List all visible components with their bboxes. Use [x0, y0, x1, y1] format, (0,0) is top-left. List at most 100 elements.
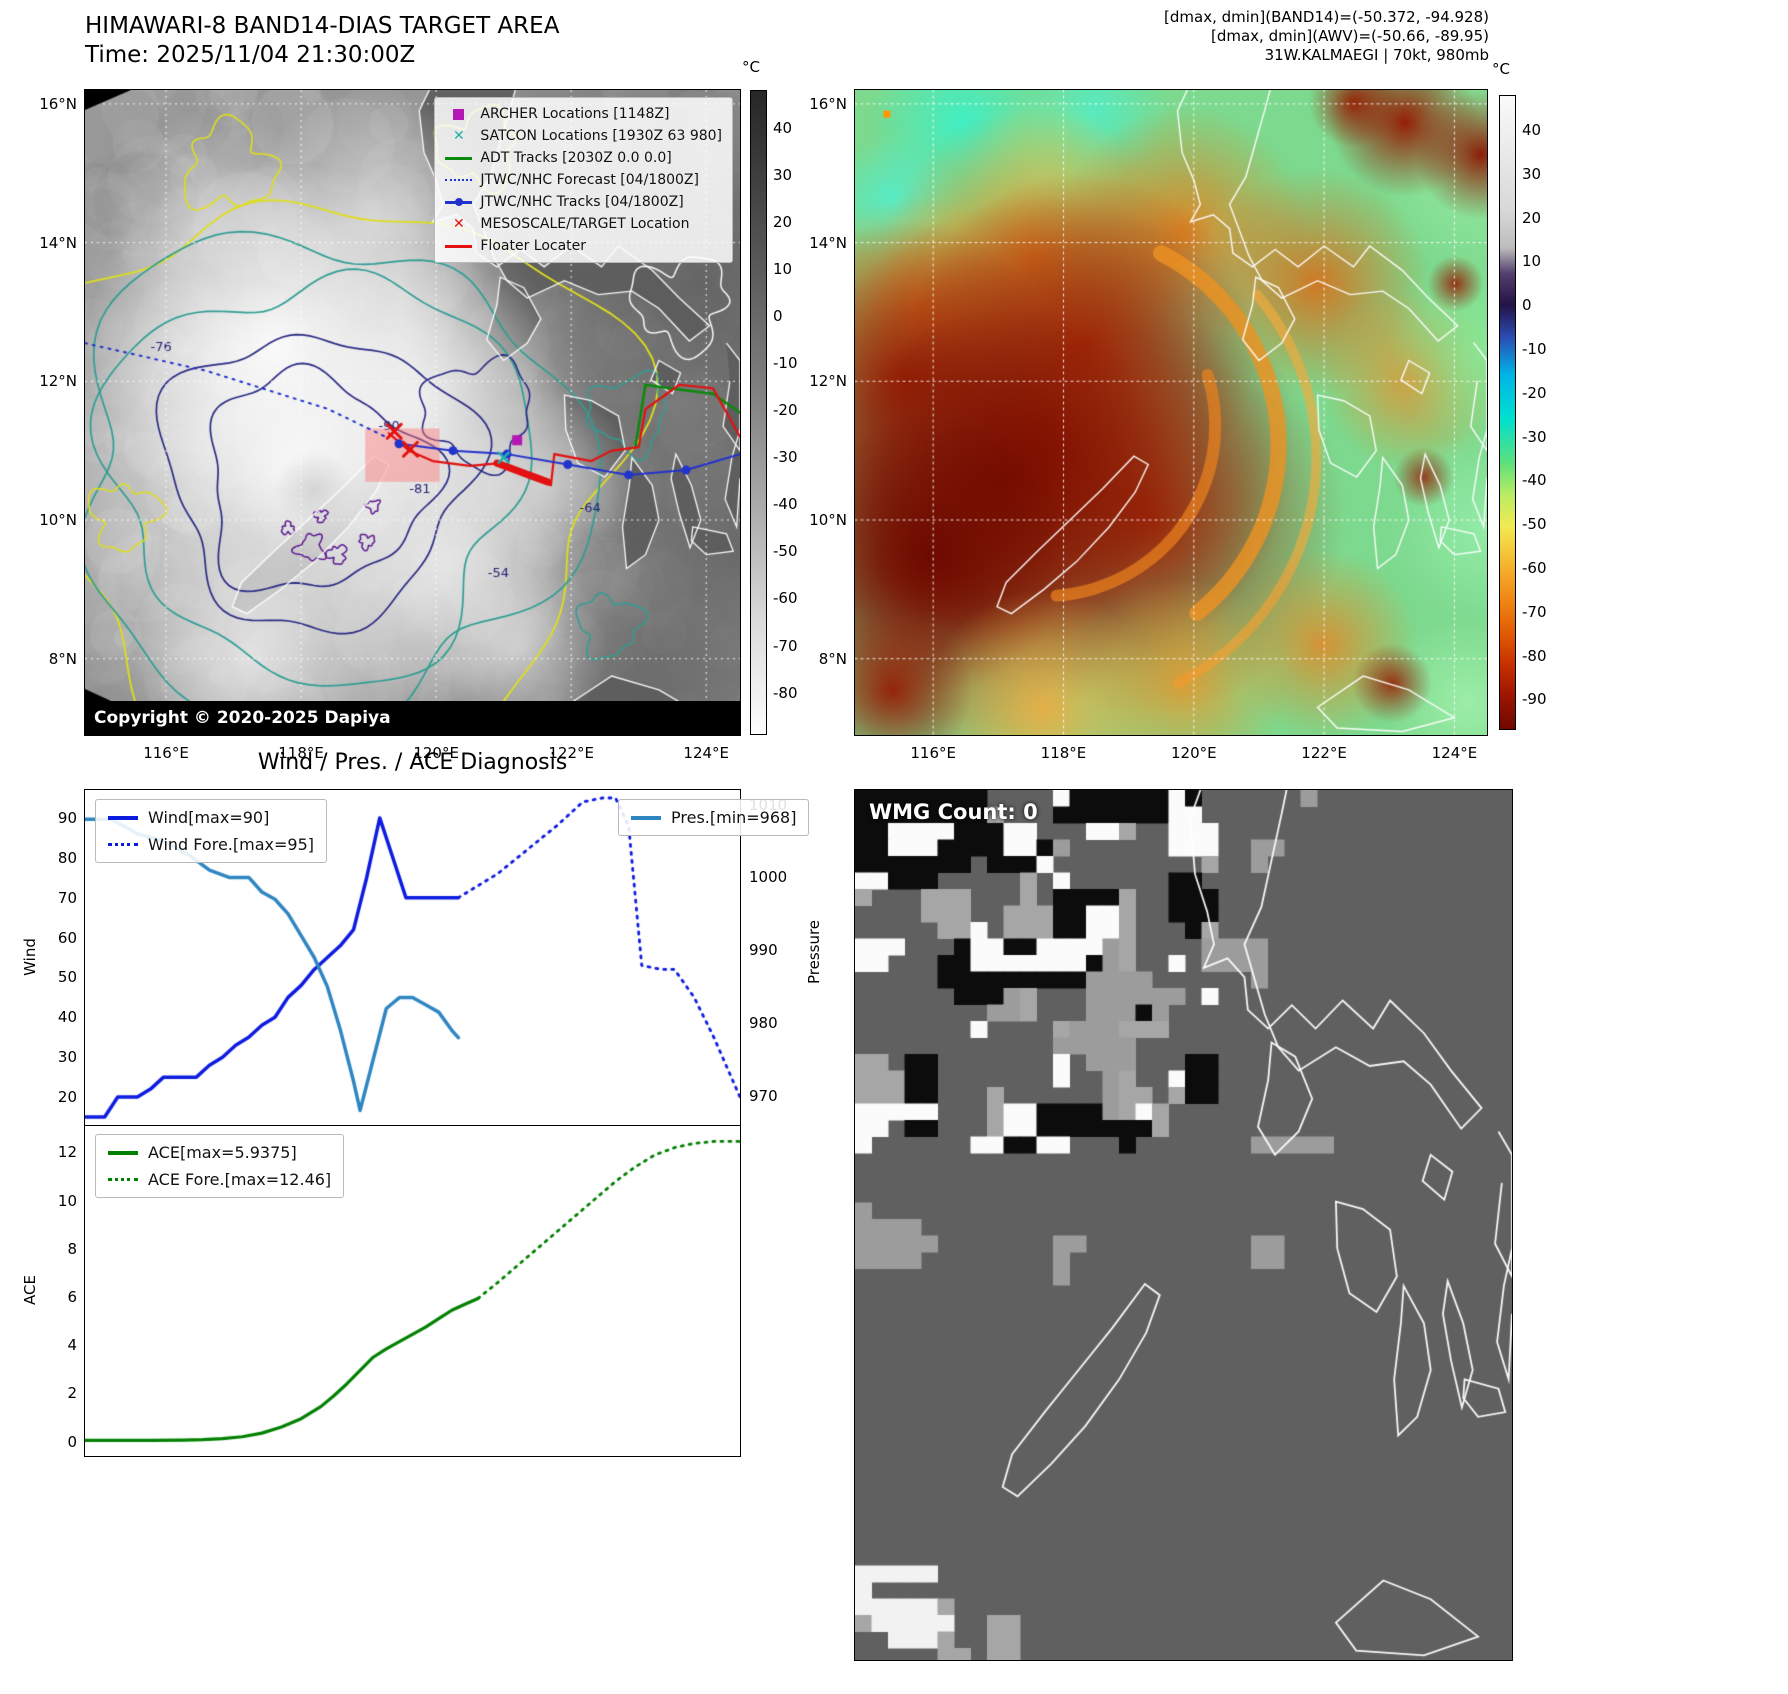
- lat-tick-label: 14°N: [39, 233, 77, 252]
- line-marker-icon: [445, 197, 473, 206]
- circle-marker-icon: [455, 197, 464, 206]
- colorbar-tick-label: 40: [1522, 121, 1542, 140]
- ace-forecast-line-sample: [108, 1178, 138, 1181]
- copyright-text: Copyright © 2020-2025 Dapiya: [94, 708, 391, 728]
- band14-title: HIMAWARI-8 BAND14-DIAS TARGET AREA: [85, 13, 560, 39]
- band14-colorbar-unit: °C: [742, 58, 760, 76]
- lat-tick-label: 8°N: [818, 649, 847, 668]
- ace-tick-label: 6: [67, 1288, 77, 1307]
- pressure-axis-label: Pressure: [805, 919, 823, 985]
- legend-label: ADT Tracks [2030Z 0.0 0.0]: [480, 150, 672, 166]
- pressure-tick-label: 980: [749, 1014, 778, 1033]
- square-icon: [453, 108, 465, 120]
- lon-tick-label: 116°E: [910, 744, 956, 762]
- wind-tick-label: 20: [57, 1088, 77, 1107]
- legend-item: Wind Fore.[max=95]: [108, 835, 314, 854]
- wmg-map: WMG Count: 0: [854, 789, 1513, 1661]
- wind-forecast-line-sample: [108, 843, 138, 846]
- legend-item: Floater Locater: [445, 238, 722, 254]
- colorbar-tick-label: 30: [773, 165, 793, 184]
- wind-tick-label: 80: [57, 848, 77, 867]
- lat-tick-label: 8°N: [48, 649, 77, 668]
- ace-legend: ACE[max=5.9375] ACE Fore.[max=12.46]: [95, 1134, 345, 1198]
- wmg-count-label: WMG Count: 0: [869, 800, 1038, 824]
- lon-tick-label: 120°E: [413, 744, 459, 762]
- x-icon: ✕: [453, 128, 465, 144]
- legend-item: ADT Tracks [2030Z 0.0 0.0]: [445, 150, 722, 166]
- colorbar-tick-label: 10: [1522, 252, 1542, 271]
- colorbar-tick-label: 30: [1522, 164, 1542, 183]
- colorbar-tick-label: -20: [773, 401, 798, 420]
- band14-title-block: HIMAWARI-8 BAND14-DIAS TARGET AREA Time:…: [85, 12, 559, 70]
- legend-label: JTWC/NHC Forecast [04/1800Z]: [480, 172, 699, 188]
- legend-item: JTWC/NHC Tracks [04/1800Z]: [445, 194, 722, 210]
- wind-tick-label: 40: [57, 1008, 77, 1027]
- legend-item: JTWC/NHC Forecast [04/1800Z]: [445, 172, 722, 188]
- awv-header: [dmax, dmin](BAND14)=(-50.372, -94.928) …: [880, 8, 1489, 65]
- legend-item: ACE[max=5.9375]: [108, 1143, 331, 1162]
- dotted-line-icon: [445, 179, 473, 181]
- line-icon: [445, 244, 473, 248]
- legend-label: SATCON Locations [1930Z 63 980]: [480, 128, 722, 144]
- awv-colorbar: [1499, 95, 1516, 730]
- colorbar-tick-label: -80: [1522, 646, 1547, 665]
- wind-tick-label: 90: [57, 808, 77, 827]
- colorbar-tick-label: 20: [1522, 208, 1542, 227]
- colorbar-tick-label: -60: [1522, 558, 1547, 577]
- colorbar-tick-label: -60: [773, 589, 798, 608]
- pressure-legend: Pres.[min=968]: [618, 799, 810, 836]
- diagnosis-title: Wind / Pres. / ACE Diagnosis: [257, 750, 568, 775]
- legend-label: Floater Locater: [480, 238, 587, 254]
- wind-tick-label: 70: [57, 888, 77, 907]
- legend-item: ACE Fore.[max=12.46]: [108, 1170, 331, 1189]
- band14-colorbar: [750, 90, 767, 735]
- colorbar-tick-label: -70: [1522, 602, 1547, 621]
- legend-item: ✕ SATCON Locations [1930Z 63 980]: [445, 128, 722, 144]
- pressure-tick-label: 970: [749, 1086, 778, 1105]
- lat-tick-label: 10°N: [39, 511, 77, 529]
- band14-time: Time: 2025/11/04 21:30:00Z: [85, 42, 416, 68]
- colorbar-tick-label: -10: [1522, 340, 1547, 358]
- lon-tick-label: 118°E: [1040, 744, 1087, 762]
- lon-tick-label: 122°E: [1301, 744, 1347, 762]
- ace-tick-label: 0: [67, 1432, 77, 1451]
- colorbar-tick-label: -30: [1522, 427, 1547, 446]
- colorbar-tick-label: -10: [773, 354, 798, 373]
- awv-satellite-canvas: [855, 90, 1487, 735]
- lon-tick-label: 124°E: [1431, 744, 1478, 762]
- colorbar-tick-label: -70: [773, 636, 798, 655]
- wind-legend: Wind[max=90] Wind Fore.[max=95]: [95, 799, 327, 863]
- lat-tick-label: 14°N: [809, 233, 847, 252]
- band14-map: ARCHER Locations [1148Z] ✕ SATCON Location…: [84, 89, 741, 736]
- band14-legend: ARCHER Locations [1148Z] ✕ SATCON Location…: [434, 97, 733, 263]
- colorbar-tick-label: 0: [1522, 296, 1532, 315]
- colorbar-tick-label: -50: [1522, 515, 1547, 534]
- ace-tick-label: 8: [67, 1239, 77, 1258]
- lat-tick-label: 16°N: [809, 94, 847, 113]
- legend-item: Wind[max=90]: [108, 808, 314, 827]
- ace-tick-label: 2: [67, 1384, 77, 1403]
- lat-tick-label: 12°N: [39, 372, 77, 391]
- ace-line-sample: [108, 1150, 138, 1155]
- legend-label: ARCHER Locations [1148Z]: [480, 106, 670, 122]
- wmg-canvas: [855, 790, 1512, 1660]
- legend-item: ARCHER Locations [1148Z]: [445, 106, 722, 122]
- colorbar-tick-label: 40: [773, 118, 793, 137]
- awv-dmax-awv-line: [dmax, dmin](AWV)=(-50.66, -89.95): [1210, 27, 1489, 45]
- lon-tick-label: 120°E: [1170, 744, 1217, 762]
- wind-tick-label: 50: [57, 968, 77, 987]
- legend-item: ✕ MESOSCALE/TARGET Location: [445, 216, 722, 232]
- colorbar-tick-label: -80: [773, 683, 798, 702]
- legend-label: ACE[max=5.9375]: [148, 1143, 297, 1162]
- awv-dmax-band14-line: [dmax, dmin](BAND14)=(-50.372, -94.928): [1164, 8, 1489, 26]
- colorbar-tick-label: -50: [773, 542, 798, 561]
- lat-tick-label: 12°N: [809, 372, 847, 391]
- legend-item: Pres.[min=968]: [631, 808, 796, 827]
- copyright-bar: Copyright © 2020-2025 Dapiya: [85, 701, 740, 735]
- awv-map: [854, 89, 1488, 736]
- line-icon: [445, 156, 473, 160]
- legend-label: ACE Fore.[max=12.46]: [148, 1170, 332, 1189]
- pressure-tick-label: 990: [749, 941, 778, 960]
- lat-tick-label: 10°N: [809, 511, 847, 529]
